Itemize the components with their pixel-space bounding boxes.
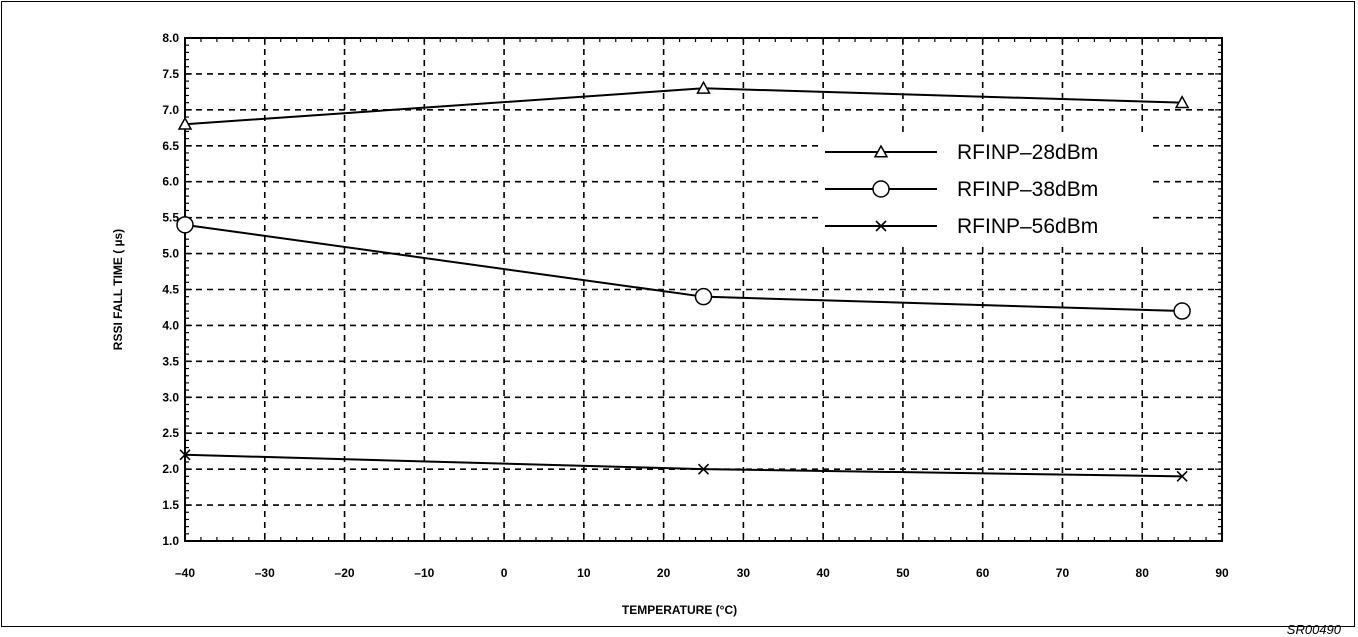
cross-marker-stroke — [1176, 470, 1188, 482]
y-tick-label: 5.0 — [162, 247, 179, 261]
x-tick-label: 50 — [896, 566, 910, 580]
x-tick-label: 0 — [501, 566, 508, 580]
triangle-marker — [873, 144, 889, 158]
y-tick-label: 7.0 — [162, 103, 179, 117]
grid — [185, 38, 1222, 541]
circle-marker — [872, 180, 890, 198]
series-cross — [179, 449, 1188, 482]
series-triangle — [177, 80, 1190, 130]
series-layer — [176, 80, 1191, 482]
legend-item: RFINP–38dBm — [825, 178, 1098, 201]
x-tick-label: –30 — [255, 566, 275, 580]
y-tick-label: 7.5 — [162, 67, 179, 81]
legend-item: RFINP–56dBm — [825, 215, 1098, 238]
legend-item: RFINP–28dBm — [825, 141, 1098, 164]
x-tick-label: –20 — [335, 566, 355, 580]
x-axis-title: TEMPERATURE (°C) — [622, 603, 737, 617]
series-circle — [176, 216, 1191, 320]
circle-marker — [694, 287, 713, 306]
series-line — [184, 87, 1183, 126]
y-tick-label: 6.5 — [162, 139, 179, 153]
x-tick-label: 20 — [657, 566, 671, 580]
cross-marker-stroke — [179, 449, 191, 461]
circle-marker — [176, 216, 194, 234]
figure-id: SR00490 — [1287, 622, 1342, 637]
y-tick-label: 4.0 — [162, 318, 179, 332]
x-tick-label: 70 — [1056, 566, 1070, 580]
circle-marker — [1173, 302, 1191, 320]
y-tick-label: 3.0 — [162, 390, 179, 404]
axes: –40 –30 –20 –10 0 10 20 30 40 50 60 70 80 90 1.0 1.5 2.0… — [162, 31, 1229, 580]
triangle-marker — [177, 116, 193, 130]
legend-label: RFINP–56dBm — [957, 215, 1098, 238]
y-tick-label: 6.0 — [162, 175, 179, 189]
legend-label: RFINP–38dBm — [957, 178, 1098, 201]
x-tick-label: 90 — [1215, 566, 1229, 580]
x-tick-label: –40 — [175, 566, 195, 580]
legend: RFINP–28dBm RFINP–38dBm RFINP–56dBm — [820, 132, 1150, 247]
triangle-marker — [1174, 95, 1190, 109]
x-tick-label: 60 — [976, 566, 990, 580]
y-tick-label: 2.0 — [162, 462, 179, 476]
y-tick-label: 8.0 — [162, 31, 179, 45]
legend-label: RFINP–28dBm — [957, 141, 1098, 164]
cross-marker-stroke — [875, 220, 887, 232]
y-tick-label: 3.5 — [162, 354, 179, 368]
cross-marker-stroke — [697, 463, 710, 475]
figure-frame — [1, 1, 1355, 627]
x-tick-label: –10 — [414, 566, 434, 580]
y-tick-label: 5.5 — [162, 211, 179, 225]
y-tick-label: 1.0 — [162, 534, 179, 548]
y-tick-label: 1.5 — [162, 498, 179, 512]
y-tick-label: 2.5 — [162, 426, 179, 440]
x-tick-label: 10 — [577, 566, 591, 580]
y-tick-label: 4.5 — [162, 283, 179, 297]
x-tick-label: 80 — [1136, 566, 1150, 580]
series-line — [184, 453, 1183, 478]
x-tick-label: 40 — [816, 566, 830, 580]
y-axis-title: RSSI FALL TIME ( µs) — [111, 229, 125, 350]
x-tick-label: 30 — [737, 566, 751, 580]
triangle-marker — [696, 80, 711, 94]
